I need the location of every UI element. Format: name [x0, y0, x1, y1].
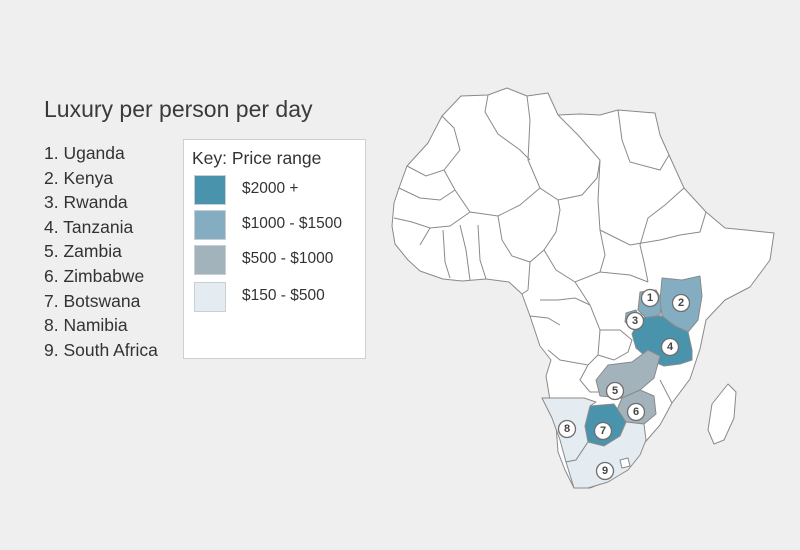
marker-kenya-label: 2: [678, 297, 684, 309]
key-label-500-1000: $500 - $1000: [242, 250, 334, 267]
country-item-zambia: 5. Zambia: [44, 241, 122, 262]
key-swatch-2000-plus: [194, 175, 226, 205]
region-south-africa: [565, 421, 647, 489]
country-item-tanzania: 4. Tanzania: [44, 216, 134, 237]
country-item-rwanda: 3. Rwanda: [44, 192, 128, 213]
country-item-uganda: 1. Uganda: [44, 143, 125, 163]
key-swatch-500-1000: [194, 245, 226, 275]
key-row-150-500: $150 - $500: [194, 282, 364, 312]
key-row-500-1000: $500 - $1000: [194, 245, 364, 275]
key-row-1000-1500: $1000 - $1500: [194, 210, 364, 240]
marker-kenya: 2: [671, 293, 691, 313]
marker-zambia-label: 5: [612, 385, 618, 397]
key-label-1000-1500: $1000 - $1500: [242, 215, 342, 232]
marker-namibia: 8: [557, 419, 577, 439]
country-borders: [393, 94, 707, 404]
marker-zimbabwe: 6: [626, 402, 646, 422]
country-item-south-africa: 9. South Africa: [44, 339, 158, 360]
key-label-150-500: $150 - $500: [242, 287, 325, 304]
price-key: Key: Price range $2000 + $1000 - $1500 $…: [183, 139, 366, 359]
madagascar: [707, 383, 737, 445]
key-row-2000-plus: $2000 +: [194, 175, 364, 205]
marker-tanzania-label: 4: [667, 341, 674, 353]
country-item-botswana: 7. Botswana: [44, 290, 141, 311]
marker-zimbabwe-label: 6: [633, 406, 639, 418]
map-title: Luxury per person per day: [44, 96, 313, 122]
marker-uganda: 1: [640, 288, 660, 308]
marker-uganda-label: 1: [647, 292, 653, 304]
key-label-2000-plus: $2000 +: [242, 180, 299, 197]
region-lesotho: [619, 457, 631, 469]
country-list: 1. Uganda 2. Kenya 3. Rwanda 4. Tanzania…: [44, 141, 158, 362]
marker-tanzania: 4: [660, 337, 680, 357]
marker-south-africa: 9: [595, 461, 615, 481]
marker-botswana: 7: [593, 421, 613, 441]
marker-zambia: 5: [605, 381, 625, 401]
key-swatch-150-500: [194, 282, 226, 312]
marker-rwanda: 3: [625, 311, 645, 331]
country-item-zimbabwe: 6. Zimbabwe: [44, 265, 145, 286]
marker-rwanda-label: 3: [632, 315, 638, 327]
key-swatch-1000-1500: [194, 210, 226, 240]
marker-botswana-label: 7: [600, 425, 606, 437]
marker-south-africa-label: 9: [602, 465, 608, 477]
country-item-kenya: 2. Kenya: [44, 167, 114, 188]
country-item-namibia: 8. Namibia: [44, 315, 128, 336]
marker-namibia-label: 8: [564, 423, 570, 435]
key-title: Key: Price range: [192, 148, 322, 168]
